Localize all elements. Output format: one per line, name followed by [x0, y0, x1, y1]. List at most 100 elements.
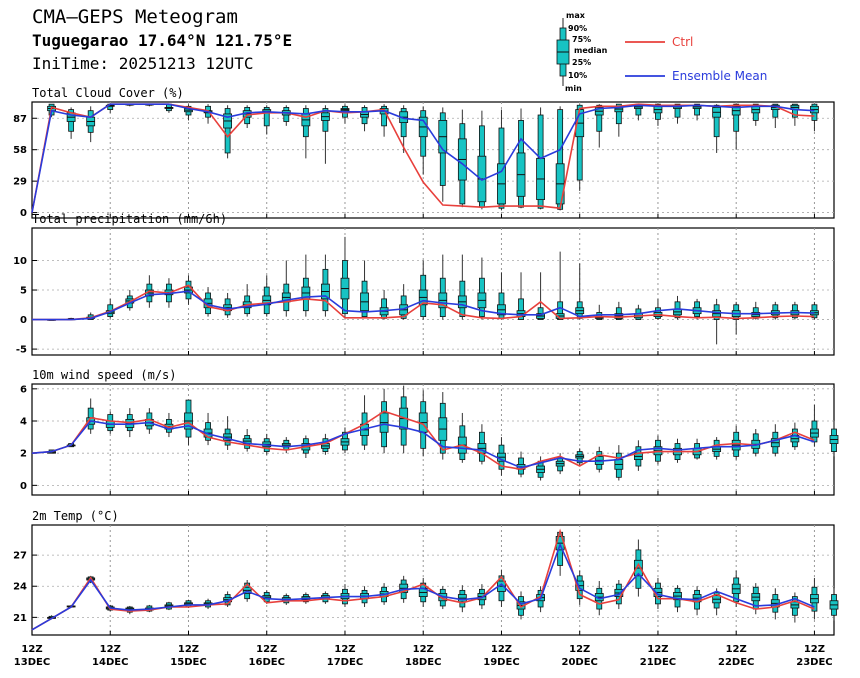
y-tick-label: 6 — [20, 384, 27, 395]
y-tick-label: 4 — [20, 417, 27, 428]
box-plot — [223, 292, 233, 318]
box-plot — [340, 584, 350, 607]
legend-box-label: median — [574, 46, 608, 55]
x-tick-label-date: 22DEC — [718, 657, 754, 668]
box-plot — [321, 254, 330, 317]
box-plot — [594, 104, 604, 148]
box-plot — [457, 109, 467, 208]
panel-frame — [31, 227, 835, 356]
legend-box-label: min — [565, 84, 582, 93]
box-plot — [379, 290, 389, 320]
box-plot — [203, 287, 213, 317]
box-plot — [340, 236, 350, 318]
panel-frame — [31, 101, 835, 219]
chart-title: CMA—GEPS Meteogram — [32, 6, 238, 28]
x-tick-label-time: 12Z — [100, 644, 121, 655]
box-plot — [105, 103, 115, 113]
x-tick-label-time: 12Z — [647, 644, 668, 655]
y-tick-label: 58 — [13, 145, 27, 156]
box-plot — [575, 263, 585, 320]
box-plot — [633, 304, 643, 320]
box-p10-p90 — [674, 103, 681, 118]
box-plot — [438, 107, 448, 202]
x-tick-label-date: 15DEC — [170, 657, 206, 668]
box-plot — [594, 446, 604, 473]
legend-box-label: 75% — [572, 35, 591, 44]
box-plot — [301, 254, 311, 317]
ctrl-line — [32, 284, 815, 321]
x-tick-label-date: 16DEC — [249, 657, 285, 668]
box-plot — [418, 106, 428, 175]
x-tick-label-time: 12Z — [491, 644, 512, 655]
x-tick-label-date: 18DEC — [405, 657, 441, 668]
box-plot — [692, 103, 702, 121]
x-tick-label-time: 12Z — [726, 644, 747, 655]
x-tick-label-time: 12Z — [178, 644, 199, 655]
box-plot — [497, 569, 506, 607]
box-plot — [810, 103, 819, 132]
legend-box-label: 90% — [568, 24, 587, 33]
box-plot — [536, 272, 545, 320]
x-tick-label-time: 12Z — [804, 644, 825, 655]
box-plot — [262, 105, 272, 135]
box-plot — [497, 272, 506, 320]
ensemble-mean-line — [31, 103, 815, 213]
x-tick-label-time: 12Z — [21, 644, 42, 655]
box-plot — [712, 437, 722, 460]
box-plot — [477, 424, 487, 465]
box-p10-p90 — [713, 104, 720, 138]
box-plot — [379, 388, 389, 454]
x-tick-label-date: 19DEC — [483, 657, 519, 668]
y-tick-label: 87 — [13, 114, 27, 125]
y-tick-label: 24 — [13, 582, 27, 593]
box-plot — [281, 105, 291, 126]
y-tick-label: 0 — [20, 315, 27, 326]
box-p10-p90 — [596, 104, 603, 132]
box-p10-p90 — [615, 103, 622, 125]
box-p10-p90 — [576, 104, 583, 181]
box-plot — [575, 448, 585, 467]
x-tick-label-time: 12Z — [256, 644, 277, 655]
box-plot — [262, 275, 272, 317]
box-plot — [653, 103, 663, 126]
box-plot — [438, 392, 448, 460]
box-p10-p90 — [518, 298, 524, 320]
box-plot — [712, 298, 722, 345]
box-p10-p90 — [557, 301, 564, 320]
box-plot — [614, 103, 624, 137]
y-tick-label: 0 — [20, 208, 27, 219]
box-p10-p90 — [224, 108, 231, 154]
legend-ctrl-label: Ctrl — [672, 35, 693, 49]
y-tick-label: 5 — [20, 286, 27, 297]
panel-title: Total precipitation (mm/6h) — [32, 212, 227, 226]
box-plot — [281, 260, 291, 317]
box-plot — [810, 577, 819, 620]
x-tick-label-time: 12Z — [569, 644, 590, 655]
box-plot — [223, 105, 233, 159]
legend: max 90% 75% median 25% 10% min Ctrl Ensemble Mea… — [556, 11, 767, 93]
x-tick-label-time: 12Z — [334, 644, 355, 655]
box-plot — [360, 105, 369, 132]
ensemble-mean-line — [31, 420, 815, 469]
legend-mean-label: Ensemble Mean — [672, 69, 767, 83]
y-tick-label: 2 — [20, 449, 27, 460]
box-plot — [633, 440, 643, 471]
x-tick-label-date: 23DEC — [796, 657, 832, 668]
box-plot — [164, 412, 174, 438]
panel-title: 10m wind speed (m/s) — [32, 368, 177, 382]
box-plot — [751, 429, 761, 457]
box-plot — [184, 399, 193, 446]
box-plot — [184, 275, 193, 305]
box-plot — [477, 257, 487, 320]
station-location: Tuguegarao 17.64°N 121.75°E — [32, 31, 293, 50]
box-plot — [340, 427, 350, 454]
box-plot — [497, 109, 506, 211]
box-plot — [497, 437, 506, 476]
box-plot — [575, 104, 585, 191]
box-plot — [86, 398, 96, 434]
box-plot — [105, 298, 115, 319]
box-plot — [340, 104, 350, 124]
ensemble-mean-line — [32, 290, 815, 321]
box-plot — [438, 254, 448, 320]
